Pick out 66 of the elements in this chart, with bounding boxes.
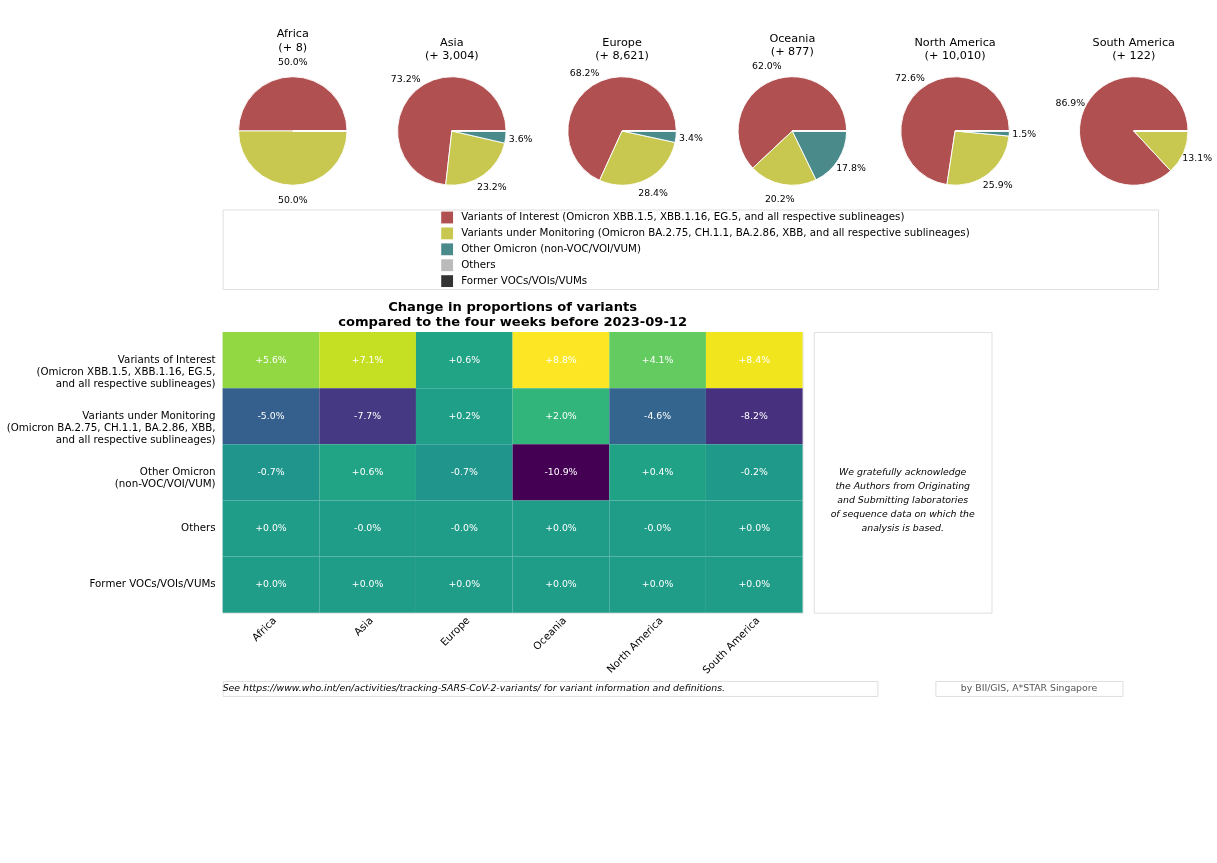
- data-label: 1.5%: [1012, 128, 1037, 140]
- data-label: +0.6%: [351, 466, 384, 478]
- data-label: 62.0%: [751, 60, 782, 72]
- data-label: 20.2%: [764, 192, 795, 204]
- data-label: 72.6%: [895, 72, 925, 84]
- data-label: +0.0%: [255, 578, 287, 590]
- legend-label: Others: [461, 258, 496, 271]
- data-label: 50.0%: [277, 55, 308, 67]
- data-label: 3.6%: [508, 132, 533, 144]
- data-label: -0.0%: [644, 522, 672, 534]
- data-label: +8.8%: [545, 353, 577, 365]
- slice-label: North America (+ 10,010): [914, 35, 996, 62]
- data-label: +0.6%: [448, 353, 481, 365]
- data-label: 68.2%: [569, 66, 600, 78]
- data-label: +0.0%: [738, 522, 771, 534]
- data-label: +5.6%: [255, 353, 287, 365]
- data-label: +0.0%: [738, 578, 771, 590]
- slice-label: Oceania (+ 877): [769, 32, 816, 59]
- data-label: -4.6%: [644, 410, 672, 422]
- data-label: -0.7%: [450, 466, 478, 478]
- data-label: +8.4%: [738, 353, 771, 365]
- y-tick-label: Other Omicron (non-VOC/VOI/VUM): [114, 465, 216, 490]
- slice-label: South America (+ 122): [1092, 35, 1175, 62]
- slice-label: Africa (+ 8): [276, 27, 309, 54]
- data-label: +7.1%: [351, 353, 384, 365]
- y-tick-label: Others: [181, 521, 216, 534]
- data-label: +0.0%: [351, 578, 384, 590]
- data-label: +0.2%: [448, 410, 481, 422]
- data-label: 28.4%: [638, 186, 669, 198]
- data-label: +2.0%: [545, 410, 577, 422]
- data-label: +0.0%: [545, 522, 577, 534]
- data-label: +0.4%: [641, 466, 674, 478]
- slice-label: Europe (+ 8,621): [595, 35, 649, 62]
- data-label: -0.2%: [740, 466, 768, 478]
- y-tick-label: Former VOCs/VOIs/VUMs: [89, 577, 216, 590]
- data-label: -5.0%: [257, 410, 285, 422]
- data-label: 50.0%: [277, 194, 308, 206]
- data-label: 13.1%: [1182, 152, 1213, 164]
- y-tick-label: Variants of Interest (Omicron XBB.1.5, XBB.1.16, EG.5, and all respective sublineages): [36, 352, 216, 390]
- chart-title: Change in proportions of variants compared to the four weeks before 2023-09-12: [338, 298, 688, 329]
- legend-label: Variants under Monitoring (Omicron BA.2.75, CH.1.1, BA.2.86, XBB, and all respective sublineages): [461, 226, 970, 239]
- legend-label: Former VOCs/VOIs/VUMs: [461, 273, 588, 286]
- legend-label: Variants of Interest (Omicron XBB.1.5, XBB.1.16, EG.5, and all respective sublineages): [461, 210, 905, 223]
- data-label: -7.7%: [354, 410, 382, 422]
- data-label: +0.0%: [255, 522, 287, 534]
- data-label: +4.1%: [641, 353, 674, 365]
- legend-label: Other Omicron (non-VOC/VOI/VUM): [461, 242, 641, 255]
- slice-label: Asia (+ 3,004): [424, 35, 479, 62]
- data-label: -0.0%: [354, 522, 382, 534]
- data-label: 17.8%: [836, 161, 866, 173]
- data-label: 3.4%: [679, 132, 703, 144]
- data-label: +0.0%: [448, 578, 481, 590]
- data-label: +0.0%: [641, 578, 674, 590]
- data-label: 23.2%: [476, 181, 507, 193]
- data-label: -0.0%: [450, 522, 478, 534]
- text: See https://www.who.int/en/activities/tracking-SARS-CoV-2-variants/ for variant information and definitions.: [222, 682, 726, 694]
- data-label: -10.9%: [544, 466, 578, 478]
- data-label: 25.9%: [982, 179, 1013, 191]
- data-label: +0.0%: [545, 578, 577, 590]
- text: by BII/GIS, A*STAR Singapore: [960, 682, 1098, 694]
- data-label: 86.9%: [1055, 97, 1086, 109]
- data-label: -0.7%: [257, 466, 285, 478]
- y-tick-label: Variants under Monitoring (Omicron BA.2.75, CH.1.1, BA.2.86, XBB, and all respective sublineages): [6, 409, 216, 446]
- data-label: -8.2%: [740, 410, 768, 422]
- data-label: 73.2%: [390, 73, 421, 85]
- text: We gratefully acknowledge the Authors from Originating and Submitting laboratories of sequence data on which the analysis is based.: [830, 466, 975, 534]
